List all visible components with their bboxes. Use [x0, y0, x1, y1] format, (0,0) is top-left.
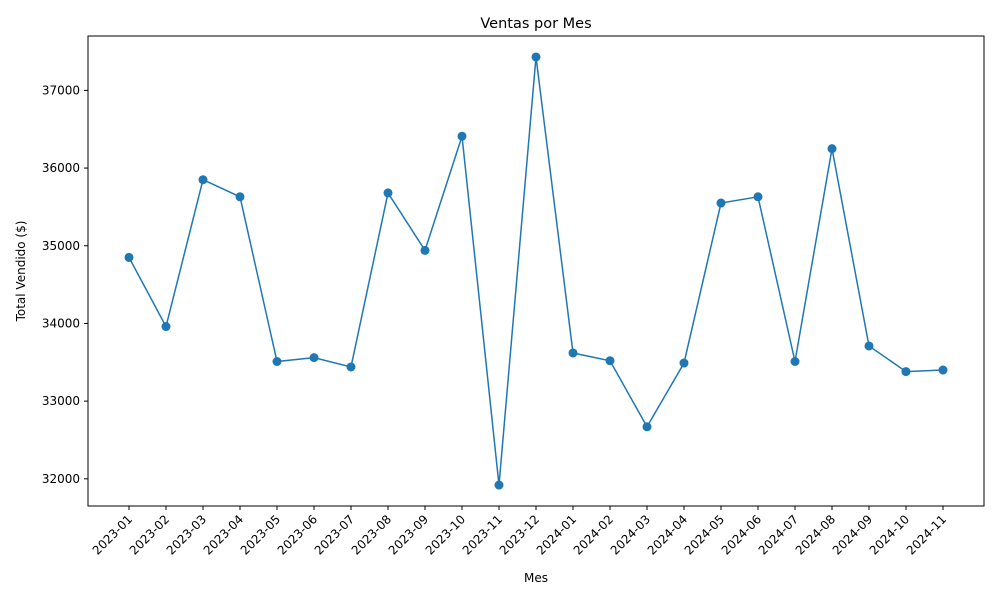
data-point	[642, 422, 652, 432]
x-axis-label: Mes	[524, 571, 548, 585]
data-point	[901, 367, 911, 377]
chart-title: Ventas por Mes	[480, 16, 591, 32]
data-point	[383, 188, 393, 198]
data-point	[235, 192, 245, 202]
data-point	[272, 357, 282, 367]
data-point	[753, 192, 763, 202]
data-point	[938, 365, 948, 375]
y-tick-label: 34000	[42, 316, 80, 330]
data-point	[864, 341, 874, 351]
data-layer	[124, 52, 948, 490]
plot-frame	[87, 35, 985, 507]
y-tick-label: 35000	[42, 239, 80, 253]
y-tick-label: 33000	[42, 394, 80, 408]
y-axis-ticks: 32000 33000 34000 35000 36000 37000	[42, 83, 88, 486]
data-point	[198, 175, 208, 185]
data-point	[494, 480, 504, 490]
data-point	[346, 362, 356, 372]
data-point	[309, 353, 319, 363]
y-tick-label: 37000	[42, 83, 80, 97]
data-point	[568, 348, 578, 358]
data-point	[457, 131, 467, 141]
y-tick-label: 32000	[42, 472, 80, 486]
data-point	[420, 245, 430, 255]
data-point	[827, 144, 837, 154]
plot-area	[88, 36, 984, 506]
y-axis-label: Total Vendido ($)	[14, 221, 28, 323]
y-tick-label: 36000	[42, 161, 80, 175]
data-point	[605, 356, 615, 366]
data-point	[124, 252, 134, 262]
data-point	[531, 52, 541, 62]
data-point	[161, 322, 171, 332]
data-point	[790, 357, 800, 367]
data-point	[716, 198, 726, 208]
data-point	[679, 358, 689, 368]
